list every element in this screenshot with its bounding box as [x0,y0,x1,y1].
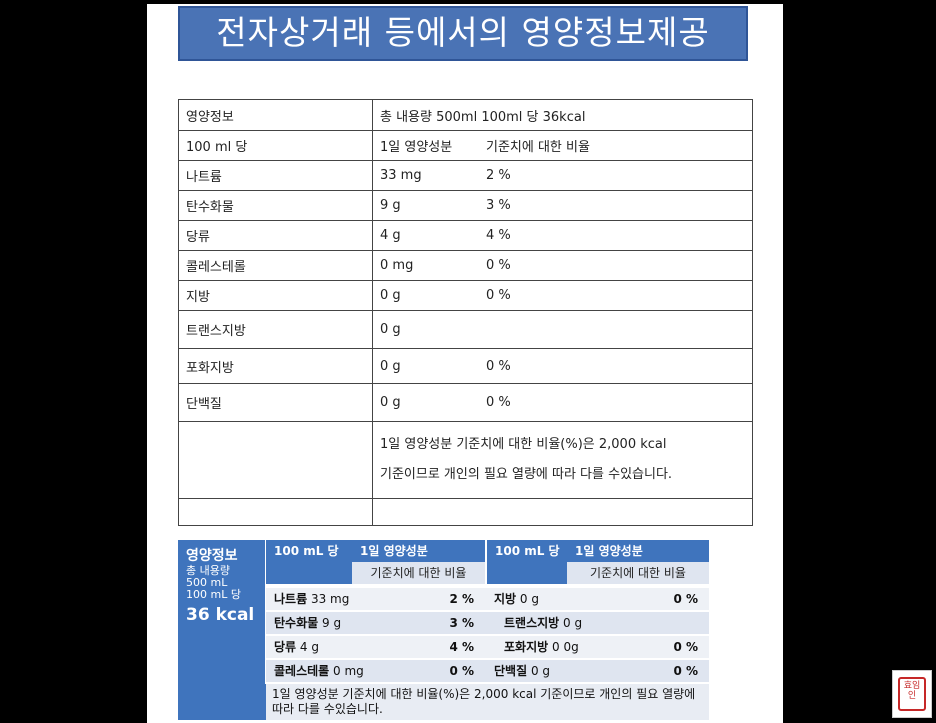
nutrition-table: 영양정보 총 내용량 500ml 100ml 당 36kcal 100 ml 당… [178,99,753,526]
label-row: 포화지방 0 0g [504,636,579,658]
table-subheader-label: 100 ml 당 [178,130,373,161]
label-col-daily: 1일 영양성분 [352,540,485,562]
label-percent [618,612,698,634]
label-amount: 0 g [519,592,539,606]
label-amount: 0 g [563,616,583,630]
label-nutrient: 단백질 [494,664,528,678]
label-percent: 0 % [449,664,474,678]
nutrient-percent: 2 % [486,168,511,183]
label-nutrient: 트랜스지방 [504,616,560,630]
nutrient-percent: 0 % [486,288,511,303]
nutrient-amount: 0 g [380,322,401,337]
nutrient-percent: 3 % [486,198,511,213]
label-percent: 2 % [449,592,474,606]
label-nutrient: 콜레스테롤 [274,664,330,678]
label-row: 트랜스지방 0 g [504,612,582,634]
label-amount: 33 mg [310,592,350,606]
label-title: 영양정보 [186,548,238,564]
label-nutrient: 당류 [274,640,297,654]
table-row: 나트륨 33 mg 2 % [178,160,753,191]
label-nutrient: 탄수화물 [274,616,319,630]
nutrient-name: 콜레스테롤 [178,250,373,281]
table-row: 탄수화물 9 g 3 % [178,190,753,221]
label-percent: 3 % [449,616,474,630]
nutrient-percent: 0 % [486,395,511,410]
note-line-1: 1일 영양성분 기준치에 대한 비율(%)은 2,000 kcal [380,437,667,452]
page-title: 전자상거래 등에서의 영양정보제공 [178,6,748,61]
nutrient-name: 지방 [178,280,373,311]
nutrient-name: 당류 [178,220,373,251]
label-nutrient: 포화지방 [504,640,549,654]
label-col-ratio-right: 기준치에 대한 비율 [567,562,709,584]
label-row: 나트륨 33 mg [274,588,349,610]
label-row: 지방 0 g [494,588,539,610]
label-col-per: 100 mL 당 [266,540,352,562]
table-row: 지방 0 g 0 % [178,280,753,311]
label-row: 탄수화물 9 g [274,612,341,634]
nutrition-label: 영양정보 총 내용량 500 mL 100 mL 당 36 kcal 100 m… [178,540,709,720]
label-amount: 0 0g [552,640,579,654]
label-percent: 0 % [673,664,698,678]
table-empty-row [178,498,753,526]
label-percent: 0 % [673,640,698,654]
table-row: 당류 4 g 4 % [178,220,753,251]
label-row: 단백질 0 g [494,660,550,682]
label-amount: 9 g [322,616,342,630]
label-kcal: 36 kcal [186,605,255,625]
label-total-label: 총 내용량 [186,564,230,577]
nutrient-amount: 4 g [380,228,401,243]
seal-icon: 효임인 [898,677,926,711]
label-nutrient: 지방 [494,592,517,606]
nutrient-amount: 0 g [380,288,401,303]
label-amount: 0 g [530,664,551,678]
nutrient-amount: 33 mg [380,168,422,183]
label-col-per-right: 100 mL 당 [487,540,567,562]
label-amount: 0 mg [333,664,364,678]
table-note-row: 1일 영양성분 기준치에 대한 비율(%)은 2,000 kcal 기준이므로 … [178,421,753,499]
nutrient-name: 단백질 [178,383,373,422]
nutrient-name: 포화지방 [178,348,373,384]
table-row: 포화지방 0 g 0 % [178,348,753,384]
label-summary: 영양정보 총 내용량 500 mL 100 mL 당 36 kcal [178,540,265,684]
seal-stamp: 효임인 [892,670,932,718]
label-percent: 4 % [449,640,474,654]
table-header-label: 영양정보 [178,99,373,131]
label-row: 당류 4 g [274,636,319,658]
subheader-ratio: 기준치에 대한 비율 [486,140,590,155]
subheader-daily: 1일 영양성분 [380,140,453,155]
table-subheader-row: 100 ml 당 1일 영양성분 기준치에 대한 비율 [178,130,753,161]
top-divider [147,0,783,4]
table-row: 콜레스테롤 0 mg 0 % [178,250,753,281]
nutrient-amount: 0 g [380,358,401,374]
nutrient-amount: 0 mg [380,258,414,273]
label-col-daily-right: 1일 영양성분 [567,540,709,562]
table-header-value: 총 내용량 500ml 100ml 당 36kcal [372,99,753,131]
nutrient-amount: 0 g [380,395,401,410]
nutrient-percent: 0 % [486,358,511,374]
label-footnote: 1일 영양성분 기준치에 대한 비율(%)은 2,000 kcal 기준이므로 … [266,684,709,720]
label-total-value: 500 mL [186,576,228,589]
nutrient-name: 트랜스지방 [178,310,373,349]
table-header-row: 영양정보 총 내용량 500ml 100ml 당 36kcal [178,99,753,131]
label-nutrient: 나트륨 [274,592,308,606]
nutrient-name: 나트륨 [178,160,373,191]
table-row: 단백질 0 g 0 % [178,383,753,422]
label-per-label: 100 mL 당 [186,588,241,601]
label-row: 콜레스테롤 0 mg [274,660,364,682]
nutrient-name: 탄수화물 [178,190,373,221]
label-percent: 0 % [673,592,698,606]
nutrient-percent: 4 % [486,228,511,243]
nutrient-percent: 0 % [486,258,511,273]
note-line-2: 기준이므로 개인의 필요 열량에 따라 다를 수있습니다. [380,467,673,482]
label-col-ratio: 기준치에 대한 비율 [352,562,485,584]
label-amount: 4 g [299,640,319,654]
table-row: 트랜스지방 0 g [178,310,753,349]
nutrient-amount: 9 g [380,198,401,213]
